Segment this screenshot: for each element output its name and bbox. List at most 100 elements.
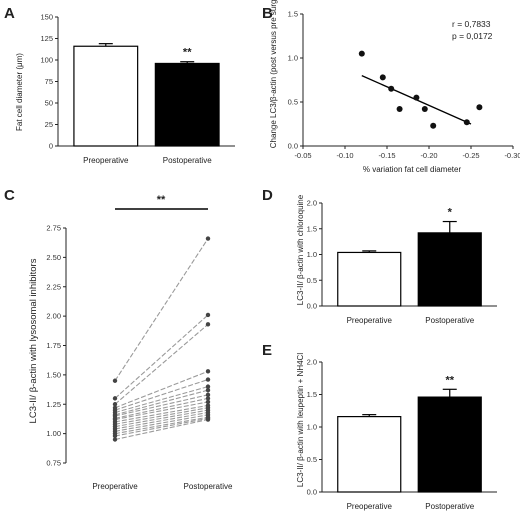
panel-a-bar — [73, 45, 139, 147]
panel-letter-a: A — [4, 5, 15, 22]
panel-d-y-tick-label: 0.5 — [307, 276, 317, 285]
panel-b-stat-p: p = 0,0172 — [452, 31, 493, 41]
panel-b-y-tick-label: 1.0 — [288, 54, 298, 63]
panel-b-point — [396, 106, 403, 113]
panel-letter-b: B — [262, 5, 273, 22]
panel-c-series-line — [114, 379, 209, 411]
panel-c-y-tick-label: 1.00 — [46, 429, 61, 438]
panel-a-category-label: Postoperative — [163, 156, 212, 165]
panel-c-series-line — [114, 409, 209, 428]
panel-b-x-tick-label: -0.15 — [378, 151, 395, 160]
panel-c-category-label: Preoperative — [92, 482, 138, 491]
panel-c-point — [205, 322, 211, 327]
panel-b-point — [421, 106, 428, 113]
panel-c-series-line — [114, 414, 209, 432]
panel-e-significance: ** — [445, 374, 454, 386]
panel-c-point — [205, 396, 211, 401]
panel-b-y-tick-label: 1.5 — [288, 10, 298, 19]
panel-e-category-label: Preoperative — [347, 502, 393, 511]
panel-c-series-line — [114, 418, 209, 441]
panel-b-y-tick-label: 0.0 — [288, 142, 298, 151]
panel-c-series-line — [114, 407, 209, 425]
panel-a-significance: ** — [183, 47, 192, 59]
panel-c-point — [205, 384, 211, 389]
panel-a-y-tick-label: 50 — [45, 99, 53, 108]
panel-c-significance: ** — [157, 194, 166, 206]
panel-letter-e: E — [262, 342, 272, 359]
panel-c-y-tick-label: 1.75 — [46, 341, 61, 350]
panel-c-y-tick-label: 2.50 — [46, 253, 61, 262]
panel-c-y-tick-label: 1.25 — [46, 400, 61, 409]
panel-c-point — [112, 402, 118, 407]
panel-b-chart: -0.05 -0.10 -0.15 -0.20 -0.25 -0.30 0.0 0.5 1.0 1… — [288, 10, 520, 161]
panel-c-point — [112, 396, 118, 401]
panel-c-series-line — [114, 404, 209, 423]
panel-e-y-tick-label: 1.0 — [307, 423, 317, 432]
panel-d-y-tick-label: 0.0 — [307, 302, 317, 311]
panel-b-point — [388, 85, 395, 92]
panel-c-point — [112, 437, 118, 442]
panel-c-point — [205, 312, 211, 318]
panel-b-point — [463, 119, 470, 126]
panel-a-y-tick-label: 125 — [40, 34, 53, 43]
panel-c-series-line — [114, 389, 209, 416]
panel-c-series-line — [114, 370, 209, 409]
panel-letter-c: C — [4, 187, 15, 204]
panel-e-ylabel: LC3-II/ β-actin with leupeptin + NH4Cl — [296, 353, 305, 487]
panel-c-point — [205, 399, 211, 405]
panel-e-bar — [337, 416, 402, 493]
panel-d-y-tick-label: 1.0 — [307, 250, 317, 259]
panel-d-chart: 0.0 0.5 1.0 1.5 2.0 Preoperative Postoperative… — [307, 199, 497, 325]
panel-c-point — [205, 377, 211, 382]
panel-b-point — [379, 74, 386, 81]
panel-c-y-tick-label: 2.75 — [46, 224, 61, 233]
panel-e-y-tick-label: 2.0 — [307, 358, 317, 367]
panel-b-x-tick-label: -0.30 — [504, 151, 520, 160]
panel-c-series-line — [114, 314, 209, 399]
panel-c-point — [112, 378, 118, 383]
panel-letter-d: D — [262, 187, 273, 204]
panel-a-y-tick-label: 100 — [40, 56, 53, 65]
panel-c-series-line — [114, 401, 209, 421]
panel-c-chart: 0.75 1.00 1.25 1.50 1.75 2.00 2.25 2.50 2.75 Preo… — [46, 194, 233, 491]
panel-e-y-tick-label: 1.5 — [307, 390, 317, 399]
panel-c-point — [205, 392, 211, 398]
panel-b-x-tick-label: -0.20 — [420, 151, 437, 160]
panel-d-y-tick-label: 2.0 — [307, 199, 317, 208]
panel-b-point — [413, 94, 420, 101]
panel-c-point — [112, 433, 118, 439]
panel-d-bar — [337, 251, 402, 307]
panel-c-series-line — [114, 411, 209, 430]
panel-c-point — [205, 369, 211, 374]
panel-d-category-label: Preoperative — [347, 316, 393, 325]
panel-a-y-tick-label: 0 — [49, 142, 53, 151]
panel-a-category-label: Preoperative — [83, 156, 129, 165]
panel-c-point — [205, 417, 211, 422]
panel-c-series-line — [114, 386, 209, 414]
panel-b-x-tick-label: -0.10 — [336, 151, 353, 160]
panel-c-series-line — [114, 394, 209, 417]
panel-d-ylabel: LC3-II/ β-actin with chloroquine — [296, 194, 305, 305]
panel-b-point — [430, 122, 437, 129]
panel-b-point — [476, 104, 483, 111]
panel-a-y-tick-label: 150 — [40, 13, 53, 22]
panel-c-series-line — [114, 416, 209, 435]
panel-a-ylabel: Fat cell diameter (μm) — [15, 53, 24, 131]
panel-b-x-tick-label: -0.25 — [462, 151, 479, 160]
panel-a-y-tick-label: 75 — [45, 77, 53, 86]
panel-d-y-tick-label: 1.5 — [307, 224, 317, 233]
panel-c-category-label: Postoperative — [184, 482, 233, 491]
panel-c-series-line — [114, 238, 209, 382]
panel-e-chart: 0.0 0.5 1.0 1.5 2.0 Preoperative Postoperative… — [307, 358, 497, 511]
panel-d-significance: * — [448, 207, 453, 219]
panel-c-point — [205, 236, 211, 241]
panel-c-y-tick-label: 0.75 — [46, 459, 61, 468]
panel-b-xlabel: % variation fat cell diameter — [363, 165, 462, 174]
panel-c-ylabel: LC3-II/ β-actin with lysosomal inhibitor… — [28, 258, 39, 423]
panel-c-y-tick-label: 2.25 — [46, 282, 61, 291]
panel-e-category-label: Postoperative — [425, 502, 474, 511]
panel-a-bar — [154, 62, 220, 147]
panel-b-y-tick-label: 0.5 — [288, 98, 298, 107]
panel-a-chart: 0 25 50 75 100 125 150 Preoperative Postoperativ… — [40, 13, 235, 165]
